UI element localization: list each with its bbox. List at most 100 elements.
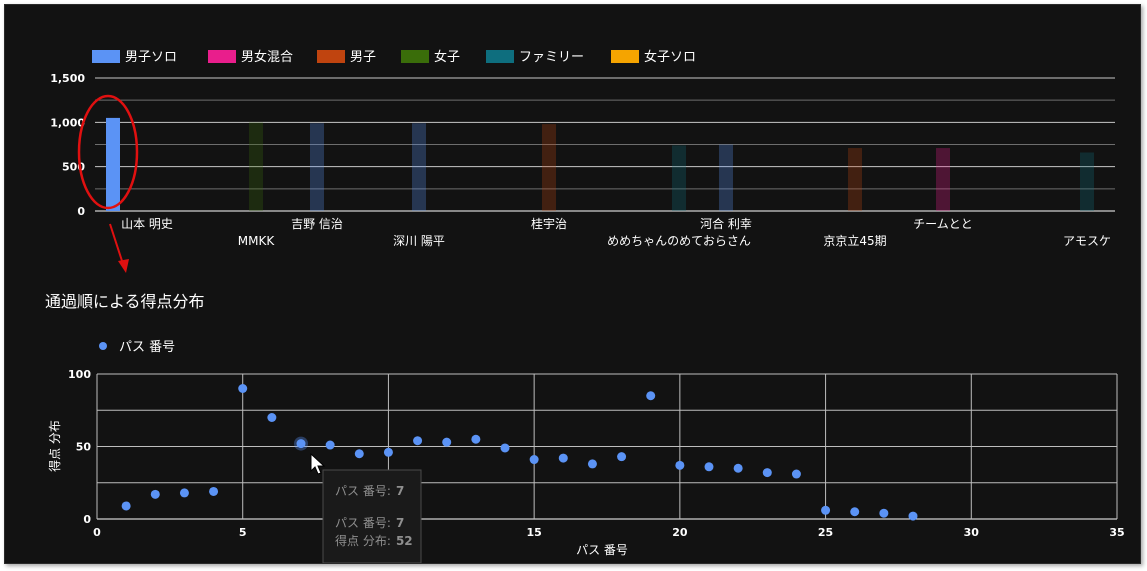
tooltip-line3-value: 52 (396, 534, 413, 548)
bar-category-label: 桂宇治 (531, 216, 567, 231)
scatter-legend-label: パス 番号 (119, 340, 175, 355)
mouse-pointer-icon (310, 452, 326, 475)
scatter-point[interactable] (500, 443, 510, 453)
scatter-x-axis-title: パス 番号 (576, 543, 628, 557)
scatter-point[interactable] (179, 488, 189, 498)
scatter-y-tick-label: 0 (83, 513, 91, 526)
scatter-x-tick-label: 5 (239, 526, 247, 539)
bar[interactable] (936, 148, 950, 211)
scatter-point[interactable] (558, 453, 568, 463)
scatter-point[interactable] (442, 437, 452, 447)
tooltip-line1-value: 7 (396, 484, 404, 498)
svg-text:パス 番号: 7: パス 番号: 7 (335, 512, 404, 531)
chart-panel: 男子ソロ 男女混合 男子 女子 ファミリー 女子ソロ 1,500 1,000 500 0 山本 … (4, 4, 1141, 564)
bar[interactable] (542, 124, 556, 211)
bar-y-tick-label: 0 (77, 205, 85, 218)
bar-y-tick-label: 1,000 (50, 116, 85, 129)
svg-text:パス 番号: 7: パス 番号: 7 (335, 480, 404, 499)
scatter-x-tick-label: 30 (964, 526, 980, 539)
bar-category-label: 山本 明史 (121, 217, 173, 231)
bar-category-label: MMKK (238, 234, 276, 248)
scatter-legend: パス 番号 (99, 340, 175, 355)
scatter-point[interactable] (704, 462, 714, 472)
annotation-arrow-head (118, 259, 129, 273)
scatter-point[interactable] (471, 434, 481, 444)
bar-category-label: チームとと (913, 217, 973, 231)
scatter-point[interactable] (121, 501, 131, 511)
bar-category-label: アモスケ (1063, 234, 1111, 248)
bar-legend-swatch (208, 50, 236, 63)
bar-y-tick-label: 1,500 (50, 72, 85, 85)
scatter-y-axis-title: 得点 分布 (47, 420, 62, 472)
scatter-chart-title: 通過順による得点分布 (45, 292, 205, 311)
scatter-y-tick-label: 50 (76, 441, 92, 454)
bar-category-label: 京京立45期 (823, 233, 886, 248)
bar-category-label: 深川 陽平 (393, 234, 445, 248)
scatter-point[interactable] (325, 440, 335, 450)
bar[interactable] (412, 123, 426, 211)
scatter-point[interactable] (354, 449, 364, 459)
bar-legend-swatch (401, 50, 429, 63)
scatter-point[interactable] (267, 413, 277, 422)
scatter-x-tick-label: 15 (526, 526, 541, 539)
bar-legend-label: 女子 (434, 49, 460, 65)
tooltip-line2-value: 7 (396, 516, 404, 530)
bar[interactable] (1080, 152, 1094, 211)
scatter-chart-y-ticks: 100 50 0 (68, 368, 91, 526)
scatter-x-tick-label: 35 (1109, 526, 1124, 539)
scatter-point[interactable] (413, 436, 423, 446)
highlight-ellipse (77, 94, 139, 210)
scatter-point[interactable] (587, 459, 597, 469)
bar-legend-swatch (611, 50, 639, 63)
bar-legend-label: ファミリー (519, 50, 584, 65)
scatter-point[interactable] (646, 391, 656, 401)
scatter-point[interactable] (296, 439, 306, 449)
scatter-point[interactable] (383, 447, 393, 457)
scatter-chart-x-ticks: 05101520253035 (93, 526, 1124, 539)
bar-legend: 男子ソロ 男女混合 男子 女子 ファミリー 女子ソロ (92, 49, 696, 65)
scatter-point[interactable] (762, 468, 772, 478)
bar-chart-grid (95, 77, 1115, 212)
scatter-point[interactable] (791, 469, 801, 479)
scatter-point[interactable] (150, 489, 160, 499)
bar-legend-label: 男子ソロ (125, 50, 177, 65)
scatter-legend-marker (99, 342, 107, 350)
svg-text:得点 分布: 52: 得点 分布: 52 (335, 530, 413, 549)
tooltip: パス 番号: 7 パス 番号: 7 得点 分布: 52 (322, 469, 422, 564)
scatter-point[interactable] (879, 508, 889, 518)
scatter-point[interactable] (238, 384, 248, 393)
bar-category-label: 吉野 信治 (291, 217, 343, 231)
annotation-arrow-line (109, 223, 124, 265)
scatter-x-tick-label: 0 (93, 526, 101, 539)
bar-legend-swatch (92, 50, 120, 63)
highlight-annotation (77, 94, 139, 273)
scatter-point[interactable] (850, 507, 860, 517)
bar[interactable] (249, 122, 263, 211)
tooltip-line2-label: パス 番号: (335, 516, 391, 530)
tooltip-line3-label: 得点 分布: (335, 533, 391, 548)
bar-category-label: めめちゃんのめておらさん (607, 234, 751, 248)
bar[interactable] (848, 148, 862, 211)
scatter-x-tick-label: 25 (818, 526, 833, 539)
scatter-point[interactable] (908, 511, 918, 521)
bar[interactable] (672, 145, 686, 211)
scatter-point[interactable] (209, 486, 219, 496)
scatter-point[interactable] (529, 455, 539, 465)
scatter-x-tick-label: 20 (672, 526, 688, 539)
bar[interactable] (310, 123, 324, 211)
scatter-chart-points[interactable] (121, 384, 918, 521)
bar-legend-label: 男女混合 (241, 49, 293, 65)
scatter-point[interactable] (617, 452, 627, 462)
tooltip-line1-label: パス 番号: (335, 484, 391, 498)
bar-legend-swatch (317, 50, 345, 63)
scatter-point[interactable] (821, 505, 831, 515)
bar-legend-label: 男子 (350, 50, 376, 65)
bar[interactable] (106, 117, 120, 211)
scatter-point[interactable] (733, 463, 743, 473)
bar-category-label: 河合 利幸 (700, 216, 752, 231)
scatter-chart-grid (96, 373, 1118, 520)
scatter-point[interactable] (675, 460, 685, 470)
bar[interactable] (719, 144, 733, 212)
